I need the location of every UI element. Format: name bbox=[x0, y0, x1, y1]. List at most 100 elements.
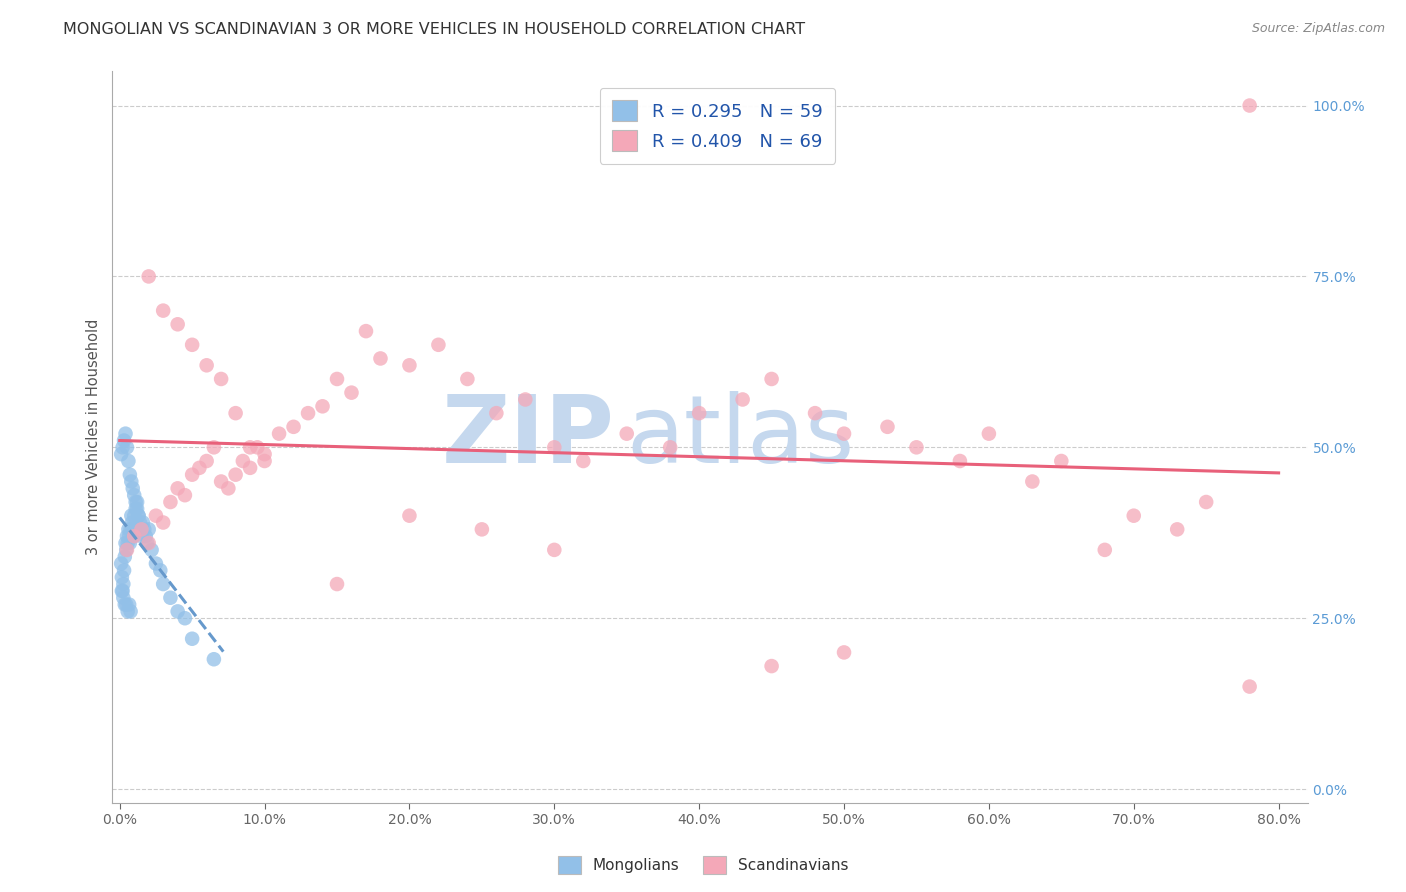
Point bbox=[122, 529, 145, 543]
Point bbox=[217, 481, 239, 495]
Point bbox=[166, 318, 188, 332]
Point bbox=[166, 604, 188, 618]
Point bbox=[1166, 522, 1188, 536]
Point bbox=[112, 591, 135, 605]
Point bbox=[117, 454, 139, 468]
Point bbox=[117, 536, 139, 550]
Point bbox=[688, 406, 710, 420]
Point bbox=[202, 652, 225, 666]
Point bbox=[131, 529, 153, 543]
Point bbox=[804, 406, 827, 420]
Point bbox=[127, 501, 149, 516]
Y-axis label: 3 or more Vehicles in Household: 3 or more Vehicles in Household bbox=[86, 319, 101, 555]
Point bbox=[131, 522, 153, 536]
Point bbox=[120, 475, 142, 489]
Point bbox=[128, 508, 150, 523]
Legend: Mongolians, Scandinavians: Mongolians, Scandinavians bbox=[551, 850, 855, 880]
Point bbox=[225, 406, 247, 420]
Point bbox=[659, 440, 682, 454]
Point bbox=[761, 372, 783, 386]
Point bbox=[471, 522, 494, 536]
Point bbox=[128, 508, 150, 523]
Point bbox=[1239, 98, 1261, 112]
Point bbox=[905, 440, 928, 454]
Text: ZIP: ZIP bbox=[441, 391, 614, 483]
Point bbox=[731, 392, 754, 407]
Point bbox=[181, 338, 204, 352]
Point bbox=[141, 542, 163, 557]
Point bbox=[181, 467, 204, 482]
Point bbox=[340, 385, 363, 400]
Point bbox=[129, 522, 152, 536]
Point bbox=[253, 447, 276, 461]
Point bbox=[427, 338, 450, 352]
Point bbox=[115, 529, 138, 543]
Point bbox=[114, 549, 136, 564]
Point bbox=[1239, 680, 1261, 694]
Point bbox=[1094, 542, 1116, 557]
Point bbox=[129, 516, 152, 530]
Point bbox=[115, 542, 138, 557]
Point bbox=[124, 495, 146, 509]
Point bbox=[112, 577, 135, 591]
Point bbox=[118, 598, 141, 612]
Point bbox=[149, 563, 172, 577]
Point bbox=[181, 632, 204, 646]
Point bbox=[616, 426, 638, 441]
Point bbox=[114, 598, 136, 612]
Point bbox=[485, 406, 508, 420]
Point bbox=[354, 324, 377, 338]
Point bbox=[117, 522, 139, 536]
Point bbox=[977, 426, 1000, 441]
Point bbox=[174, 488, 197, 502]
Point bbox=[283, 420, 305, 434]
Point bbox=[122, 488, 145, 502]
Point bbox=[195, 454, 218, 468]
Point bbox=[138, 522, 160, 536]
Point bbox=[118, 536, 141, 550]
Point bbox=[761, 659, 783, 673]
Point bbox=[152, 303, 174, 318]
Point bbox=[166, 481, 188, 495]
Point bbox=[110, 557, 132, 571]
Point bbox=[111, 570, 134, 584]
Point bbox=[121, 516, 143, 530]
Point bbox=[152, 577, 174, 591]
Point bbox=[239, 440, 262, 454]
Point bbox=[876, 420, 898, 434]
Text: atlas: atlas bbox=[627, 391, 855, 483]
Point bbox=[188, 460, 211, 475]
Point bbox=[120, 508, 142, 523]
Point bbox=[111, 440, 134, 454]
Point bbox=[543, 542, 565, 557]
Point bbox=[127, 495, 149, 509]
Point bbox=[145, 508, 167, 523]
Point bbox=[311, 400, 333, 414]
Point bbox=[202, 440, 225, 454]
Point bbox=[297, 406, 319, 420]
Point bbox=[543, 440, 565, 454]
Point bbox=[1021, 475, 1043, 489]
Point bbox=[398, 359, 420, 373]
Point bbox=[121, 522, 143, 536]
Point bbox=[136, 536, 159, 550]
Point bbox=[120, 522, 142, 536]
Point bbox=[267, 426, 290, 441]
Text: MONGOLIAN VS SCANDINAVIAN 3 OR MORE VEHICLES IN HOUSEHOLD CORRELATION CHART: MONGOLIAN VS SCANDINAVIAN 3 OR MORE VEHI… bbox=[63, 22, 806, 37]
Point bbox=[124, 501, 146, 516]
Point bbox=[121, 481, 143, 495]
Point bbox=[159, 495, 181, 509]
Point bbox=[115, 440, 138, 454]
Point bbox=[118, 529, 141, 543]
Point bbox=[138, 536, 160, 550]
Point bbox=[225, 467, 247, 482]
Point bbox=[145, 557, 167, 571]
Point bbox=[122, 529, 145, 543]
Point bbox=[326, 577, 349, 591]
Point bbox=[1195, 495, 1218, 509]
Legend: R = 0.295   N = 59, R = 0.409   N = 69: R = 0.295 N = 59, R = 0.409 N = 69 bbox=[599, 87, 835, 164]
Point bbox=[195, 359, 218, 373]
Point bbox=[1050, 454, 1073, 468]
Point bbox=[174, 611, 197, 625]
Point bbox=[246, 440, 269, 454]
